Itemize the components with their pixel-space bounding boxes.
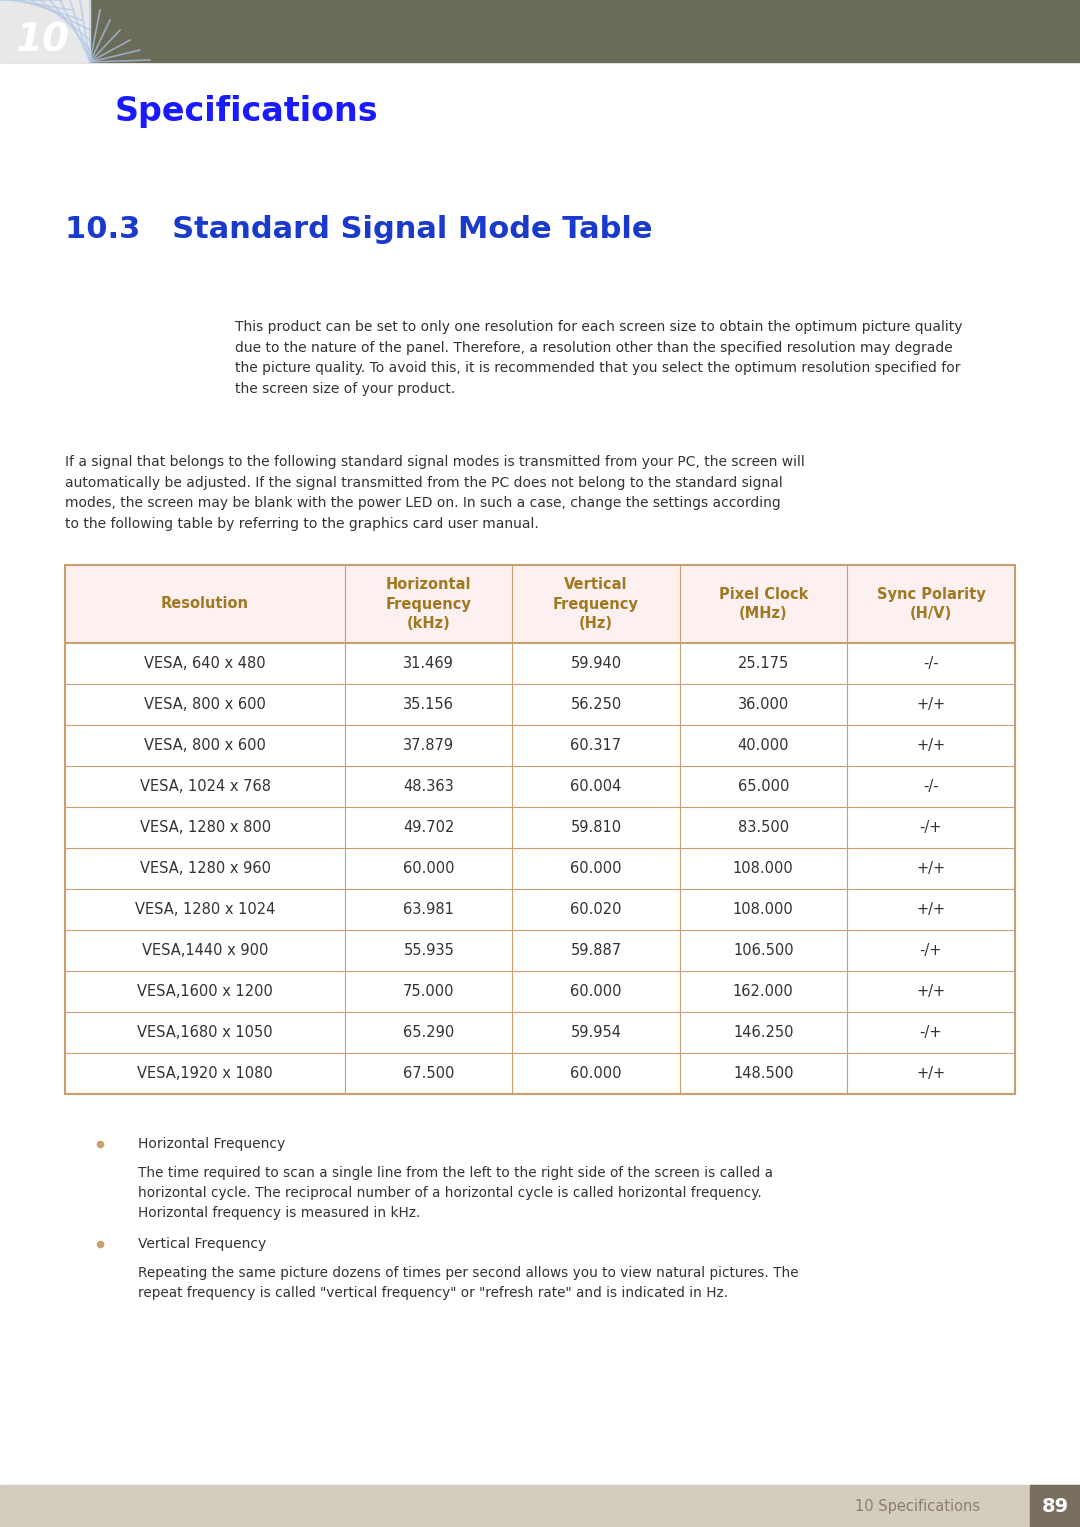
- Text: 49.702: 49.702: [403, 820, 455, 835]
- Text: +/+: +/+: [916, 861, 945, 876]
- Text: 60.000: 60.000: [570, 1066, 622, 1081]
- Text: 60.317: 60.317: [570, 738, 622, 753]
- Text: -/-: -/-: [923, 779, 939, 794]
- Text: If a signal that belongs to the following standard signal modes is transmitted f: If a signal that belongs to the followin…: [65, 455, 805, 531]
- Bar: [65, 767, 1015, 806]
- Text: Pixel Clock
(MHz): Pixel Clock (MHz): [718, 586, 808, 621]
- Bar: [0, 0, 90, 63]
- Text: VESA,1680 x 1050: VESA,1680 x 1050: [137, 1025, 273, 1040]
- Text: VESA,1600 x 1200: VESA,1600 x 1200: [137, 983, 273, 999]
- Text: +/+: +/+: [916, 738, 945, 753]
- Text: 60.000: 60.000: [403, 861, 455, 876]
- Text: 108.000: 108.000: [733, 861, 794, 876]
- Text: 31.469: 31.469: [404, 657, 455, 670]
- Bar: [65, 1054, 1015, 1093]
- Text: 10.3   Standard Signal Mode Table: 10.3 Standard Signal Mode Table: [65, 215, 652, 244]
- Text: 67.500: 67.500: [403, 1066, 455, 1081]
- Text: 37.879: 37.879: [403, 738, 455, 753]
- Text: 59.940: 59.940: [570, 657, 622, 670]
- Text: -/+: -/+: [920, 1025, 942, 1040]
- Text: This product can be set to only one resolution for each screen size to obtain th: This product can be set to only one reso…: [235, 321, 962, 395]
- Text: +/+: +/+: [916, 1066, 945, 1081]
- Text: Horizontal Frequency: Horizontal Frequency: [138, 1138, 285, 1151]
- Text: 60.020: 60.020: [570, 902, 622, 918]
- Text: 10: 10: [15, 21, 69, 60]
- Bar: [65, 684, 1015, 725]
- Text: 36.000: 36.000: [738, 696, 788, 712]
- Text: The time required to scan a single line from the left to the right side of the s: The time required to scan a single line …: [138, 1167, 773, 1220]
- Text: 65.000: 65.000: [738, 779, 788, 794]
- Bar: [65, 971, 1015, 1012]
- Text: Vertical
Frequency
(Hz): Vertical Frequency (Hz): [553, 577, 639, 631]
- Text: 108.000: 108.000: [733, 902, 794, 918]
- Bar: [65, 806, 1015, 847]
- Text: Resolution: Resolution: [161, 597, 249, 611]
- Text: 60.000: 60.000: [570, 861, 622, 876]
- Text: 55.935: 55.935: [404, 944, 455, 957]
- Text: VESA, 1280 x 1024: VESA, 1280 x 1024: [135, 902, 275, 918]
- Text: +/+: +/+: [916, 983, 945, 999]
- Text: 60.004: 60.004: [570, 779, 622, 794]
- Bar: [65, 930, 1015, 971]
- Text: VESA, 1280 x 960: VESA, 1280 x 960: [139, 861, 271, 876]
- Text: 148.500: 148.500: [733, 1066, 794, 1081]
- Text: 48.363: 48.363: [404, 779, 455, 794]
- Text: 35.156: 35.156: [404, 696, 455, 712]
- Text: +/+: +/+: [916, 696, 945, 712]
- Text: 25.175: 25.175: [738, 657, 788, 670]
- Text: 89: 89: [1041, 1496, 1068, 1515]
- Bar: [65, 643, 1015, 684]
- Text: 59.887: 59.887: [570, 944, 622, 957]
- Text: 63.981: 63.981: [404, 902, 455, 918]
- Text: VESA,1440 x 900: VESA,1440 x 900: [141, 944, 268, 957]
- Text: 59.810: 59.810: [570, 820, 622, 835]
- Text: VESA, 640 x 480: VESA, 640 x 480: [145, 657, 266, 670]
- Text: 83.500: 83.500: [738, 820, 788, 835]
- Text: 146.250: 146.250: [733, 1025, 794, 1040]
- Text: -/-: -/-: [923, 657, 939, 670]
- Text: 60.000: 60.000: [570, 983, 622, 999]
- Text: -/+: -/+: [920, 820, 942, 835]
- Bar: [0, 1484, 1080, 1527]
- Text: VESA,1920 x 1080: VESA,1920 x 1080: [137, 1066, 273, 1081]
- Text: 65.290: 65.290: [403, 1025, 455, 1040]
- Text: 56.250: 56.250: [570, 696, 622, 712]
- Text: 75.000: 75.000: [403, 983, 455, 999]
- Text: VESA, 800 x 600: VESA, 800 x 600: [145, 696, 266, 712]
- Bar: [65, 889, 1015, 930]
- Text: Specifications: Specifications: [114, 96, 379, 128]
- Bar: [65, 1012, 1015, 1054]
- Text: +/+: +/+: [916, 902, 945, 918]
- Text: VESA, 1024 x 768: VESA, 1024 x 768: [139, 779, 271, 794]
- Bar: [65, 725, 1015, 767]
- Text: Repeating the same picture dozens of times per second allows you to view natural: Repeating the same picture dozens of tim…: [138, 1266, 798, 1299]
- Text: -/+: -/+: [920, 944, 942, 957]
- Text: 59.954: 59.954: [570, 1025, 622, 1040]
- Text: VESA, 1280 x 800: VESA, 1280 x 800: [139, 820, 271, 835]
- Text: 162.000: 162.000: [733, 983, 794, 999]
- Bar: [65, 565, 1015, 643]
- Text: Sync Polarity
(H/V): Sync Polarity (H/V): [877, 586, 985, 621]
- Bar: [65, 847, 1015, 889]
- Text: 10 Specifications: 10 Specifications: [855, 1498, 980, 1513]
- Bar: [65, 565, 1015, 1093]
- Text: Vertical Frequency: Vertical Frequency: [138, 1237, 267, 1251]
- Text: VESA, 800 x 600: VESA, 800 x 600: [145, 738, 266, 753]
- Text: Horizontal
Frequency
(kHz): Horizontal Frequency (kHz): [386, 577, 472, 631]
- Text: 40.000: 40.000: [738, 738, 789, 753]
- Bar: [1030, 1484, 1080, 1527]
- Text: 106.500: 106.500: [733, 944, 794, 957]
- Bar: [0, 0, 1080, 63]
